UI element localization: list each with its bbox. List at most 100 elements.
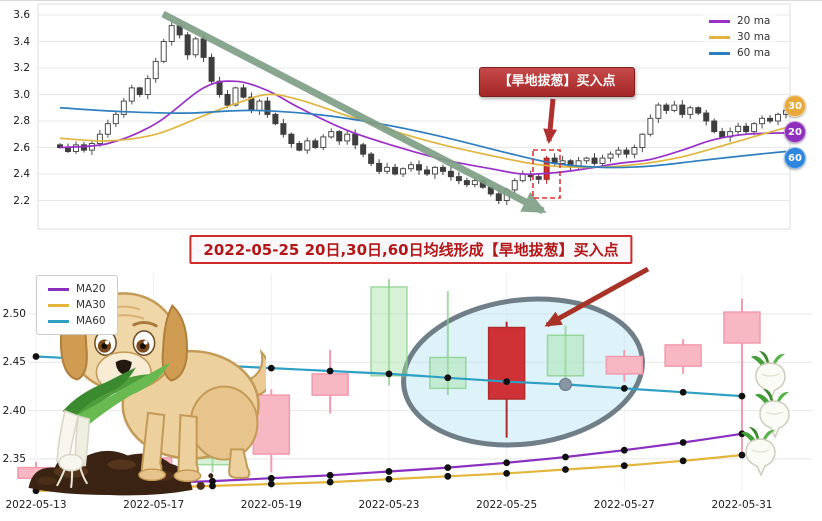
- candlestick: [200, 38, 207, 58]
- candlestick: [240, 87, 247, 98]
- x-tick-label: 2022-05-25: [476, 499, 538, 511]
- candlestick: [216, 80, 223, 95]
- radish-illustration: [737, 350, 793, 481]
- ma-badge: 20: [784, 121, 806, 143]
- ma-marker: [326, 471, 334, 479]
- legend-item: MA30: [48, 299, 106, 311]
- candlestick: [767, 117, 774, 122]
- y-tick-label: 2.6: [13, 141, 30, 154]
- ma-marker: [562, 466, 569, 473]
- legend-label: MA60: [76, 315, 106, 327]
- ma-marker: [503, 469, 511, 477]
- candlestick: [368, 153, 375, 164]
- candlestick: [408, 164, 415, 170]
- ma-marker: [385, 475, 393, 483]
- candlestick: [168, 25, 175, 42]
- candlestick: [120, 100, 127, 115]
- candlestick: [647, 117, 654, 135]
- legend-label: MA30: [76, 299, 106, 311]
- candlestick: [664, 344, 702, 367]
- ma-badge: 60: [784, 147, 806, 169]
- candlestick: [511, 180, 518, 191]
- candlestick: [416, 164, 423, 171]
- ma-marker: [503, 378, 511, 386]
- candlestick: [232, 87, 239, 106]
- candlestick: [535, 176, 542, 180]
- pattern-title: 2022-05-25 20日,30日,60日均线形成【旱地拔葱】买入点: [189, 235, 633, 264]
- ma-line: [59, 80, 787, 176]
- buy-candle-box: [532, 149, 561, 199]
- candlestick: [224, 94, 231, 106]
- candlestick: [352, 133, 359, 146]
- y-tick-label: 3.0: [13, 88, 30, 101]
- candlestick: [136, 87, 143, 95]
- y-tick-label: 2.45: [2, 356, 26, 369]
- ma-marker: [385, 370, 393, 378]
- y-tick-label: 2.40: [2, 404, 26, 417]
- bottom-legend: MA20 MA30 MA60: [36, 275, 118, 335]
- candlestick: [711, 120, 718, 133]
- candlestick: [192, 38, 199, 56]
- candlestick: [256, 100, 263, 111]
- ma-marker: [738, 451, 746, 459]
- candlestick: [605, 355, 644, 375]
- ma-marker: [738, 392, 746, 400]
- candlestick: [152, 60, 159, 80]
- candlestick: [743, 125, 750, 133]
- legend-label: 30 ma: [737, 31, 771, 43]
- candlestick: [487, 326, 526, 400]
- candlestick: [431, 166, 438, 175]
- ma-marker: [444, 472, 452, 480]
- candlestick: [671, 104, 678, 111]
- candlestick: [360, 144, 367, 155]
- y-tick-label: 2.2: [13, 194, 30, 207]
- x-tick-label: 2022-05-17: [123, 499, 185, 511]
- candlestick: [64, 147, 71, 152]
- candlestick: [72, 144, 79, 152]
- x-tick-label: 2022-05-27: [593, 499, 655, 511]
- candlestick: [312, 140, 319, 148]
- callout-arrow: [543, 98, 558, 144]
- candlestick: [583, 157, 590, 162]
- x-tick-label: 2022-05-13: [5, 499, 67, 511]
- ma-marker: [267, 480, 275, 488]
- y-tick-label: 2.8: [13, 115, 30, 127]
- y-tick-label: 2.4: [13, 168, 30, 180]
- candlestick: [751, 123, 758, 133]
- legend-swatch: [48, 319, 69, 323]
- ma60-highlight-dot: [558, 378, 572, 392]
- legend-item: MA60: [48, 315, 106, 327]
- candlestick: [471, 180, 478, 186]
- candlestick: [370, 286, 408, 377]
- x-tick-label: 2022-05-19: [240, 499, 302, 511]
- ma-marker: [32, 353, 40, 360]
- pattern-arrow: [544, 266, 650, 328]
- ma-line: [59, 93, 787, 169]
- candlestick: [439, 166, 446, 172]
- candlestick: [655, 104, 662, 119]
- candlestick: [423, 169, 430, 175]
- legend-swatch: [48, 303, 69, 307]
- y-tick-label: 2.50: [2, 308, 26, 320]
- ma-marker: [503, 459, 511, 467]
- candlestick: [104, 123, 111, 135]
- candlestick: [272, 113, 279, 125]
- daily-chart: [57, 10, 789, 215]
- candlestick: [679, 104, 686, 115]
- legend-swatch: [48, 287, 69, 291]
- legend-item: 20 ma: [709, 15, 770, 27]
- candlestick: [429, 356, 467, 390]
- candlestick: [703, 112, 710, 122]
- candlestick: [400, 168, 407, 175]
- candlestick: [112, 113, 119, 125]
- candlestick: [320, 136, 327, 148]
- ma-marker: [267, 474, 275, 482]
- downtrend-arrow: [161, 10, 547, 215]
- ma-marker: [679, 439, 687, 446]
- candlestick: [591, 157, 598, 164]
- candlestick: [344, 133, 351, 142]
- ma-badge: 30: [784, 95, 806, 117]
- candlestick: [96, 133, 103, 145]
- ma-marker: [267, 364, 275, 372]
